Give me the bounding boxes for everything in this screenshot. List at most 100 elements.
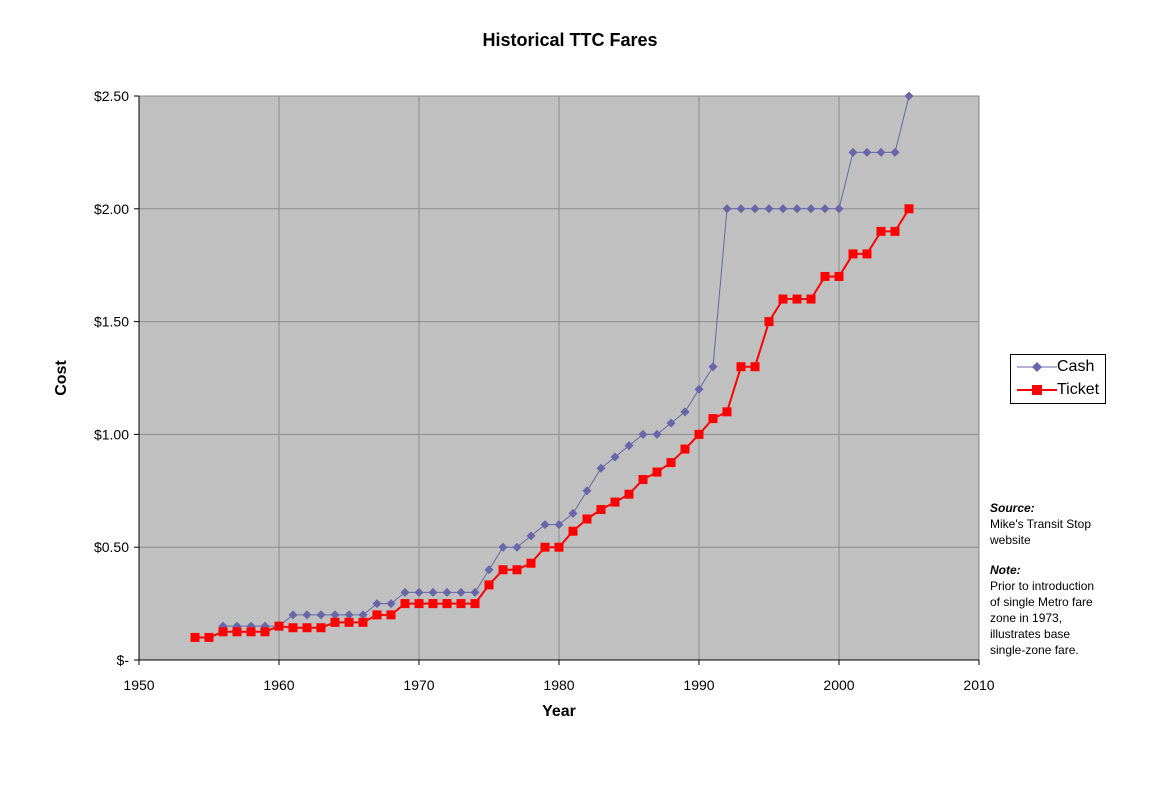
x-tick-label: 1970 (403, 677, 434, 693)
data-point-cash (414, 587, 424, 597)
x-tick-label: 1980 (543, 677, 574, 693)
y-tick-label: $0.50 (94, 539, 129, 555)
data-point-cash (400, 587, 410, 597)
data-point-cash (624, 441, 634, 451)
data-point-ticket (386, 610, 396, 620)
data-point-ticket (470, 599, 480, 609)
data-point-ticket (232, 627, 242, 637)
note-line: of single Metro fare (990, 595, 1093, 609)
data-point-ticket (582, 514, 592, 524)
data-point-cash (806, 204, 816, 214)
legend-label-cash: Cash (1057, 358, 1095, 375)
note-line: illustrates base (990, 627, 1071, 641)
data-point-ticket (764, 317, 774, 327)
source-heading: Source: (990, 501, 1035, 515)
data-point-cash (610, 452, 620, 462)
data-point-cash (526, 531, 536, 541)
data-point-cash (484, 565, 494, 575)
data-point-cash (638, 429, 648, 439)
y-tick-label: $1.00 (94, 426, 129, 442)
data-point-ticket (288, 623, 298, 633)
data-point-ticket (344, 617, 354, 627)
data-point-cash (680, 407, 690, 417)
data-point-ticket (372, 610, 382, 620)
data-point-ticket (540, 542, 550, 552)
data-point-cash (764, 204, 774, 214)
legend-item-ticket: Ticket (1011, 380, 1105, 400)
x-axis-label: Year (542, 703, 576, 720)
legend: Cash Ticket (1010, 354, 1106, 404)
x-tick-label: 1990 (683, 677, 714, 693)
data-point-ticket (218, 627, 228, 637)
data-point-cash (792, 204, 802, 214)
data-point-ticket (596, 505, 606, 515)
data-point-ticket (778, 294, 788, 304)
data-point-ticket (638, 475, 648, 485)
legend-swatch-ticket (1017, 385, 1057, 395)
series-line-ticket (195, 208, 910, 639)
x-tick-label: 1960 (263, 677, 294, 693)
data-point-cash (750, 204, 760, 214)
data-point-ticket (456, 599, 466, 609)
data-point-cash (372, 599, 382, 609)
data-point-ticket (722, 407, 732, 417)
data-point-ticket (554, 542, 564, 552)
data-point-ticket (498, 565, 508, 575)
series-ticket (190, 204, 914, 642)
data-point-cash (316, 610, 326, 620)
data-point-ticket (680, 444, 690, 454)
data-point-cash (876, 147, 886, 157)
data-point-ticket (652, 467, 662, 477)
data-point-ticket (876, 226, 886, 236)
source-line: Mike's Transit Stop (990, 517, 1091, 531)
data-point-cash (386, 599, 396, 609)
axes (134, 95, 980, 665)
data-point-ticket (610, 497, 620, 507)
data-point-cash (890, 147, 900, 157)
gridlines (139, 95, 979, 660)
data-point-cash (498, 542, 508, 552)
data-point-cash (862, 147, 872, 157)
data-point-cash (652, 429, 662, 439)
tick-labels: $- $0.50 $1.00 $1.50 $2.00 $2.50 1950 1960 1970 1… (94, 88, 995, 693)
data-point-ticket (302, 623, 312, 633)
data-point-cash (344, 610, 354, 620)
data-point-cash (582, 486, 592, 496)
data-point-cash (778, 204, 788, 214)
data-point-ticket (624, 489, 634, 499)
data-point-cash (330, 610, 340, 620)
legend-item-cash: Cash (1011, 357, 1105, 377)
data-point-ticket (190, 632, 200, 642)
data-point-ticket (316, 623, 326, 633)
note-line: single-zone fare. (990, 643, 1079, 657)
data-point-ticket (274, 621, 284, 631)
data-point-cash (554, 520, 564, 530)
data-point-ticket (848, 249, 858, 259)
data-point-cash (736, 204, 746, 214)
data-point-ticket (862, 249, 872, 259)
data-point-ticket (330, 617, 340, 627)
data-point-ticket (526, 558, 536, 568)
x-tick-label: 2010 (963, 677, 994, 693)
chart-title: Historical TTC Fares (482, 30, 657, 50)
data-point-cash (820, 204, 830, 214)
side-note: Source: Mike's Transit Stop website Note… (990, 500, 1140, 658)
data-point-cash (708, 362, 718, 372)
data-point-ticket (568, 526, 578, 536)
source-line: website (990, 533, 1031, 547)
data-point-ticket (666, 458, 676, 468)
data-point-cash (568, 508, 578, 518)
data-point-cash (596, 463, 606, 473)
data-point-ticket (358, 617, 368, 627)
data-point-ticket (890, 226, 900, 236)
note-heading: Note: (990, 563, 1021, 577)
data-point-cash (834, 204, 844, 214)
data-point-ticket (204, 632, 214, 642)
y-tick-label: $2.50 (94, 88, 129, 104)
data-point-cash (848, 147, 858, 157)
data-point-cash (456, 587, 466, 597)
data-point-ticket (442, 599, 452, 609)
data-point-cash (302, 610, 312, 620)
data-point-cash (470, 587, 480, 597)
